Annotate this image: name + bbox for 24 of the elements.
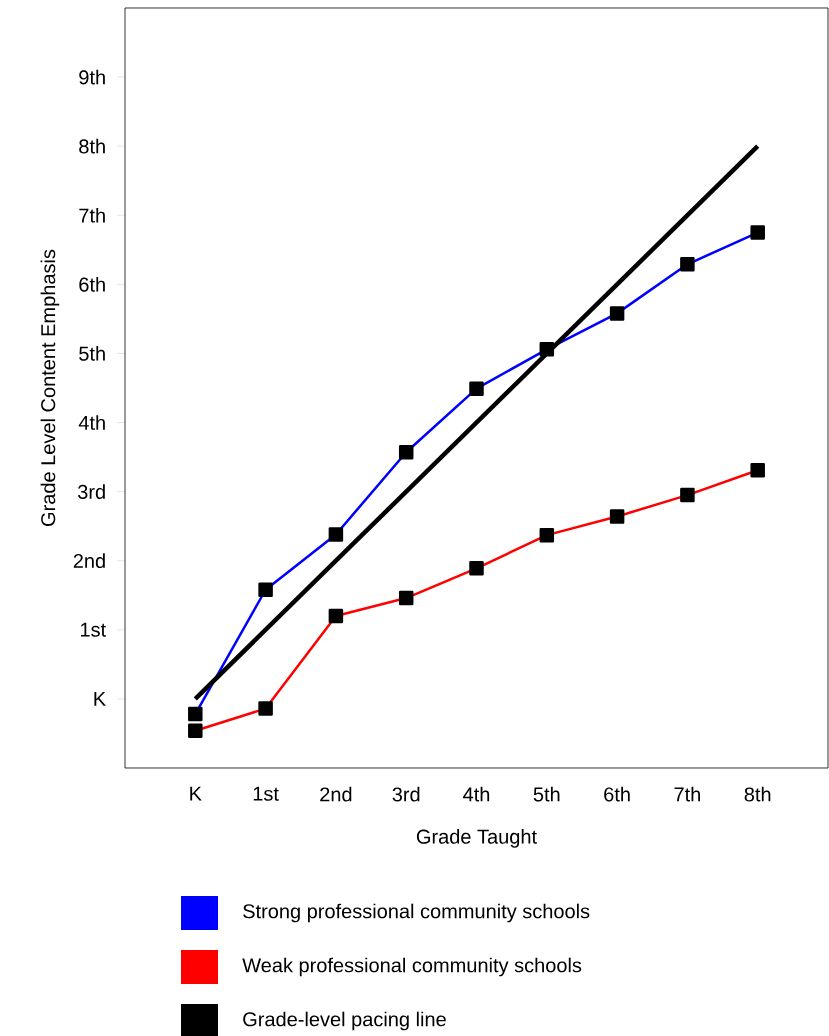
legend-label: Strong professional community schools (243, 903, 590, 923)
y-tick-label: 1st (80, 622, 106, 637)
x-tick-label: 5th (533, 786, 560, 802)
x-tick-label: 6th (604, 786, 630, 802)
x-tick-label: 2nd (320, 786, 352, 802)
x-tick-label: K (190, 786, 202, 801)
legend-label: Weak professional community schools (242, 957, 582, 977)
y-tick-label: 3rd (77, 484, 105, 499)
x-tick-label: 8th (744, 786, 771, 802)
y-tick-label: 5th (79, 346, 105, 361)
x-tick-label: 7th (674, 786, 701, 802)
x-tick-label: 1st (253, 786, 279, 801)
y-tick-label: 7th (79, 207, 105, 223)
y-axis-title: Grade Level Content Emphasis (40, 249, 60, 526)
y-tick-label: 4th (78, 415, 105, 430)
x-tick-label: 3rd (392, 786, 420, 802)
y-tick-label: K (94, 692, 106, 706)
x-axis-title: Grade Taught (416, 829, 537, 848)
legend-label: Grade-level pacing line (243, 1011, 446, 1031)
y-tick-label: 2nd (73, 553, 105, 569)
y-tick-label: 6th (79, 277, 105, 292)
x-tick-label: 4th (463, 786, 490, 802)
y-tick-label: 9th (79, 69, 105, 85)
y-tick-label: 8th (79, 138, 105, 154)
